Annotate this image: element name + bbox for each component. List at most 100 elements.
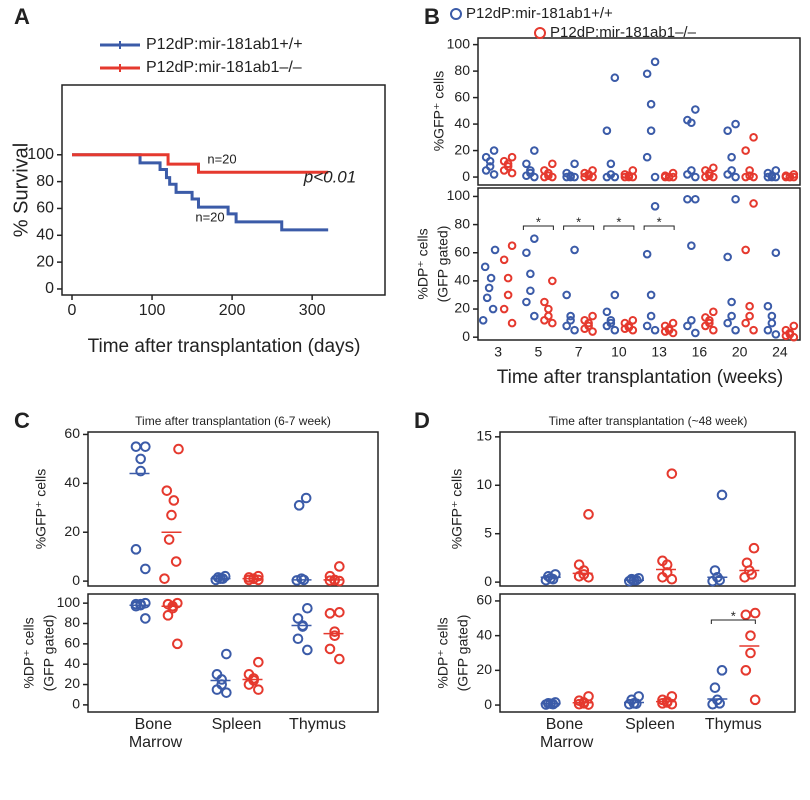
data-point [642, 152, 652, 162]
data-point [530, 311, 539, 321]
data-point [140, 563, 151, 575]
data-point [570, 325, 579, 335]
data-point [646, 290, 656, 300]
data-point [610, 73, 620, 83]
data-point [668, 328, 678, 338]
x-tick-label: 0 [68, 302, 77, 319]
data-point [490, 245, 500, 255]
y-axis-label: %DP⁺ cells [435, 617, 451, 688]
data-point [550, 697, 561, 708]
data-point [683, 170, 692, 179]
data-point [709, 172, 718, 182]
data-point [540, 315, 549, 325]
y-tick-label: 20 [64, 675, 80, 691]
data-point [173, 443, 184, 455]
data-point [660, 172, 670, 182]
data-point [297, 621, 308, 632]
data-point [221, 648, 232, 660]
plot-frame [87, 431, 379, 587]
data-point [716, 665, 728, 676]
data-point [748, 542, 760, 554]
y-tick-label: 60 [64, 635, 80, 651]
data-point [771, 248, 781, 258]
x-tick-label: 3 [494, 344, 502, 360]
x-tick-label-line: Bone [135, 716, 177, 733]
data-point [485, 156, 495, 166]
data-point [540, 574, 552, 586]
y-axis-label: %GFP⁺ cells [449, 469, 465, 550]
y-tick-label: 0 [72, 696, 80, 712]
y-tick-label: 100 [447, 187, 471, 203]
data-point [660, 327, 670, 336]
data-point [253, 684, 264, 695]
data-point [570, 172, 579, 182]
data-point [302, 644, 313, 656]
panel-letter: A [14, 4, 30, 29]
data-point [482, 293, 492, 303]
x-tick-label: 7 [575, 344, 583, 360]
data-point [740, 665, 752, 676]
x-tick-label-line: Marrow [540, 734, 594, 751]
x-tick-label: Spleen [212, 716, 262, 733]
annotation: p<0.01 [303, 167, 356, 186]
plot-frame [61, 84, 386, 296]
x-tick-label: 10 [611, 344, 627, 360]
y-axis-label: % Survival [10, 143, 32, 237]
data-point [709, 682, 721, 694]
data-point [631, 698, 642, 709]
data-point [745, 301, 754, 311]
x-tick-label: Bone Marrow [129, 716, 183, 751]
data-point [489, 146, 499, 155]
data-point [642, 249, 652, 259]
legend-label: P12dP:mir-181ab1–/– [146, 59, 302, 76]
data-point [167, 602, 178, 614]
data-point [771, 172, 781, 182]
legend-marker [450, 8, 462, 20]
data-point [785, 172, 795, 182]
data-point [741, 245, 750, 255]
significance-star: * [576, 214, 581, 229]
data-point [650, 57, 660, 67]
data-point [691, 328, 700, 338]
y-tick-label: 20 [64, 523, 80, 539]
data-point [624, 575, 635, 587]
data-point [624, 172, 634, 182]
data-point [602, 321, 612, 331]
data-point [739, 571, 750, 583]
data-point [709, 325, 718, 335]
x-tick-label: Thymus [289, 716, 346, 733]
data-point [642, 321, 652, 331]
data-point [159, 573, 170, 584]
y-tick-label: 0 [45, 280, 54, 297]
data-point [691, 172, 700, 182]
data-point [789, 172, 799, 182]
data-point [562, 172, 571, 182]
data-point [606, 159, 616, 169]
y-tick-label: 80 [64, 614, 80, 630]
significance-star: * [731, 608, 736, 623]
data-point [168, 495, 180, 506]
data-point [731, 119, 740, 129]
data-point [610, 172, 620, 182]
data-point [580, 324, 589, 334]
significance-star: * [616, 214, 621, 229]
data-point [771, 330, 781, 339]
data-point [503, 273, 513, 283]
data-point [602, 307, 612, 317]
x-tick-label: 300 [299, 302, 326, 319]
y-tick-label: 0 [484, 696, 492, 712]
data-point [701, 321, 710, 331]
data-point [580, 172, 589, 182]
data-point [486, 273, 496, 283]
significance-bracket [643, 225, 675, 230]
significance-star: * [536, 214, 541, 229]
data-point [540, 699, 552, 710]
data-point [606, 315, 616, 325]
data-point [489, 170, 499, 179]
annotation: n=20 [195, 209, 224, 224]
y-axis-label: (GFP gated) [435, 226, 451, 303]
data-point [714, 574, 725, 586]
data-point [570, 245, 579, 255]
x-tick-label: 24 [772, 344, 788, 360]
data-point [478, 315, 488, 325]
